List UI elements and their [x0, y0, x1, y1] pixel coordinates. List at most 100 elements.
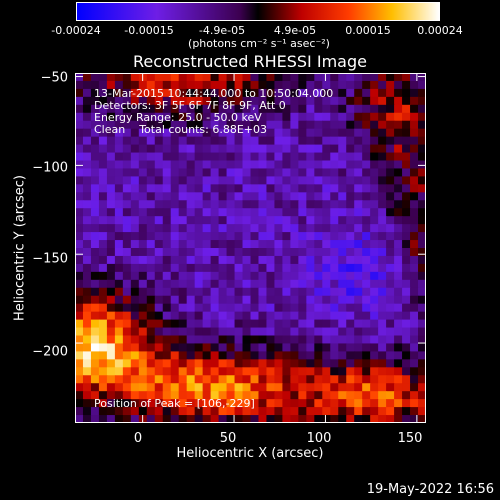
heatmap-cell: [138, 287, 148, 297]
heatmap-cell: [202, 335, 212, 345]
heatmap-cell: [210, 192, 220, 201]
heatmap-cell: [282, 407, 291, 416]
heatmap-cell: [106, 192, 116, 201]
heatmap-cell: [75, 383, 84, 392]
heatmap-cell: [170, 343, 180, 352]
heatmap-cell: [274, 120, 284, 130]
heatmap-cell: [90, 88, 100, 98]
heatmap-cell: [218, 248, 228, 257]
heatmap-cell: [234, 200, 244, 209]
heatmap-cell: [234, 375, 244, 384]
heatmap-cell: [114, 160, 124, 170]
heatmap-cell: [138, 200, 148, 209]
heatmap-cell: [194, 192, 204, 201]
heatmap-cell: [226, 311, 236, 321]
heatmap-cell: [386, 415, 395, 423]
heatmap-cell: [146, 391, 156, 400]
heatmap-cell: [154, 248, 164, 257]
heatmap-cell: [114, 303, 124, 313]
heatmap-cell: [282, 271, 291, 281]
heatmap-cell: [362, 303, 371, 313]
heatmap-cell: [162, 224, 172, 233]
heatmap-cell: [282, 391, 291, 400]
heatmap-cell: [146, 359, 156, 368]
heatmap-cell: [218, 295, 228, 305]
heatmap-cell: [162, 152, 172, 162]
heatmap-cell: [242, 335, 252, 345]
heatmap-cell: [322, 184, 331, 193]
heatmap-cell: [298, 232, 307, 241]
heatmap-cell: [330, 120, 339, 130]
heatmap-cell: [162, 327, 172, 337]
heatmap-cell: [98, 399, 108, 408]
heatmap-cell: [282, 240, 291, 249]
heatmap-cell: [218, 415, 228, 423]
heatmap-cell: [370, 216, 379, 225]
heatmap-cell: [178, 359, 188, 368]
heatmap-cell: [138, 351, 148, 360]
heatmap-cell: [298, 168, 307, 177]
heatmap-cell: [338, 311, 347, 321]
heatmap-cell: [410, 160, 419, 170]
heatmap-cell: [346, 327, 355, 337]
heatmap-cell: [402, 216, 411, 225]
heatmap-cell: [370, 343, 379, 352]
heatmap-cell: [330, 88, 339, 98]
heatmap-cell: [146, 152, 156, 162]
heatmap-cell: [258, 136, 268, 146]
heatmap-cell: [194, 208, 204, 217]
heatmap-cell: [258, 359, 268, 368]
heatmap-cell: [178, 375, 188, 384]
heatmap-cell: [154, 391, 164, 400]
heatmap-cell: [306, 263, 315, 273]
heatmap-cell: [194, 232, 204, 241]
heatmap-cell: [266, 192, 276, 201]
heatmap-cell: [98, 96, 108, 106]
heatmap-cell: [418, 144, 426, 154]
heatmap-cell: [138, 112, 148, 122]
heatmap-cell: [282, 311, 291, 321]
heatmap-cell: [154, 367, 164, 376]
heatmap-cell: [234, 232, 244, 241]
heatmap-cell: [114, 391, 124, 400]
heatmap-cell: [402, 319, 411, 329]
heatmap-cell: [242, 104, 252, 114]
heatmap-cell: [234, 287, 244, 297]
heatmap-cell: [194, 184, 204, 193]
heatmap-cell: [218, 224, 228, 233]
heatmap-cell: [226, 359, 236, 368]
heatmap-cell: [146, 240, 156, 249]
heatmap-cell: [402, 271, 411, 281]
heatmap-cell: [306, 104, 315, 114]
heatmap-cell: [170, 295, 180, 305]
heatmap-cell: [418, 184, 426, 193]
heatmap-cell: [106, 255, 116, 265]
heatmap-cell: [306, 343, 315, 352]
heatmap-cell: [194, 104, 204, 114]
heatmap-cell: [106, 295, 116, 305]
heatmap-cell: [130, 120, 140, 130]
heatmap-cell: [322, 383, 331, 392]
heatmap-cell: [338, 152, 347, 162]
heatmap-cell: [242, 232, 252, 241]
heatmap-cell: [338, 73, 347, 82]
heatmap-cell: [290, 248, 299, 257]
heatmap-cell: [106, 224, 116, 233]
heatmap-cell: [282, 367, 291, 376]
heatmap-cell: [290, 335, 299, 345]
heatmap-cell: [274, 232, 284, 241]
heatmap-cell: [418, 152, 426, 162]
heatmap-cell: [298, 263, 307, 273]
heatmap-cell: [394, 367, 403, 376]
heatmap-cell: [130, 327, 140, 337]
heatmap-cell: [162, 144, 172, 154]
heatmap-cell: [98, 343, 108, 352]
heatmap-cell: [242, 279, 252, 289]
heatmap-cell: [138, 104, 148, 114]
heatmap-cell: [402, 391, 411, 400]
heatmap-cell: [194, 287, 204, 297]
heatmap-cell: [258, 208, 268, 217]
heatmap-cell: [226, 335, 236, 345]
heatmap-cell: [298, 184, 307, 193]
heatmap-cell: [138, 248, 148, 257]
